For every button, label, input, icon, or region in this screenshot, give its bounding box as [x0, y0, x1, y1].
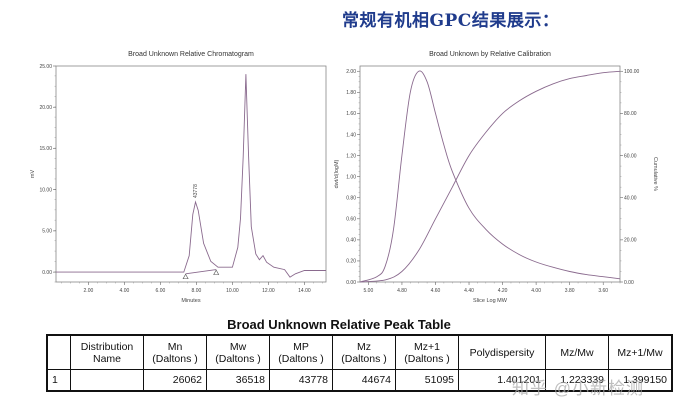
column-header: Distribution Name: [70, 334, 144, 370]
svg-text:4.40: 4.40: [464, 288, 474, 294]
svg-text:20.00: 20.00: [39, 105, 52, 111]
column-header: MP (Daltons ): [269, 334, 333, 370]
svg-text:0.00: 0.00: [624, 280, 634, 286]
chromatogram-chart: Broad Unknown Relative Chromatogram 2.00 4…: [20, 44, 330, 309]
triangle-marker-icon: [182, 273, 189, 280]
table-header-row: Distribution Name Mn (Daltons ) Mw (Daltons )…: [46, 334, 673, 370]
table-cell: 44674: [332, 369, 396, 392]
column-header: [46, 334, 71, 370]
table-cell: 43778: [269, 369, 333, 392]
series-line: [185, 269, 217, 275]
svg-text:2.00: 2.00: [84, 288, 94, 294]
column-header: Polydispersity: [458, 334, 546, 370]
column-header: Mn (Daltons ): [143, 334, 207, 370]
svg-text:3.60: 3.60: [598, 288, 608, 294]
column-header: Mz+1 (Daltons ): [395, 334, 459, 370]
watermark: 知乎 @小新检测: [512, 379, 644, 398]
peak-table-title: Broad Unknown Relative Peak Table: [227, 317, 451, 332]
svg-text:1.60: 1.60: [346, 111, 356, 117]
svg-text:Slice Log MW: Slice Log MW: [473, 298, 508, 304]
svg-text:1.00: 1.00: [346, 174, 356, 180]
svg-text:12.00: 12.00: [262, 288, 275, 294]
svg-text:4.60: 4.60: [431, 288, 441, 294]
svg-text:4.00: 4.00: [120, 288, 130, 294]
table-cell: [70, 369, 144, 392]
svg-text:0.40: 0.40: [346, 238, 356, 244]
column-header: Mz+1/Mw: [608, 334, 673, 370]
svg-text:mV: mV: [30, 170, 36, 179]
svg-text:6.00: 6.00: [156, 288, 166, 294]
svg-text:15.00: 15.00: [39, 146, 52, 152]
chart-title: Broad Unknown Relative Chromatogram: [128, 51, 254, 58]
svg-text:4.20: 4.20: [498, 288, 508, 294]
triangle-marker-icon: [213, 269, 220, 275]
column-header: Mz (Daltons ): [332, 334, 396, 370]
svg-text:80.00: 80.00: [624, 111, 637, 117]
series-line: [359, 70, 621, 283]
svg-text:100.00: 100.00: [624, 69, 640, 75]
svg-text:0.00: 0.00: [346, 280, 356, 286]
svg-text:40.00: 40.00: [624, 196, 637, 202]
column-header: Mz/Mw: [545, 334, 609, 370]
svg-text:10.00: 10.00: [226, 288, 239, 294]
svg-text:25.00: 25.00: [39, 64, 52, 70]
page-heading: 常规有机相GPC结果展示：: [342, 11, 560, 31]
table-row: 1 26062 36518 43778 44674 51095 1.401201 1.2233…: [46, 369, 673, 392]
svg-text:0.60: 0.60: [346, 217, 356, 223]
calibration-chart: Broad Unknown by Relative Calibration 5.0…: [330, 44, 675, 309]
table-cell: 1.401201: [458, 369, 546, 392]
table-body: 1 26062 36518 43778 44674 51095 1.401201 1.2233…: [46, 369, 673, 392]
svg-text:60.00: 60.00: [624, 153, 637, 159]
svg-text:20.00: 20.00: [624, 238, 637, 244]
svg-text:2.00: 2.00: [346, 69, 356, 75]
svg-text:4.00: 4.00: [531, 288, 541, 294]
svg-text:1.20: 1.20: [346, 153, 356, 159]
svg-text:14.00: 14.00: [298, 288, 311, 294]
table-cell: 1.223339: [545, 369, 609, 392]
series-line: [359, 70, 621, 283]
chart-title: Broad Unknown by Relative Calibration: [429, 51, 551, 58]
svg-text:10.00: 10.00: [39, 187, 52, 193]
peak-table: Distribution Name Mn (Daltons ) Mw (Daltons )…: [46, 334, 673, 392]
svg-text:Minutes: Minutes: [181, 298, 201, 304]
table-cell: 1.399150: [608, 369, 673, 392]
svg-text:4.80: 4.80: [397, 288, 407, 294]
svg-text:0.20: 0.20: [346, 259, 356, 265]
svg-text:8.00: 8.00: [192, 288, 202, 294]
series-line: [56, 74, 326, 278]
svg-text:Cumulative %: Cumulative %: [652, 157, 658, 191]
svg-text:1.40: 1.40: [346, 132, 356, 138]
svg-text:43778: 43778: [193, 184, 199, 198]
svg-text:5.00: 5.00: [42, 229, 52, 235]
svg-text:dwt/d(logM): dwt/d(logM): [334, 159, 340, 188]
table-cell: 36518: [206, 369, 270, 392]
svg-text:0.80: 0.80: [346, 196, 356, 202]
svg-text:1.80: 1.80: [346, 90, 356, 96]
table-cell: 51095: [395, 369, 459, 392]
svg-text:0.00: 0.00: [42, 270, 52, 276]
column-header: Mw (Daltons ): [206, 334, 270, 370]
table-cell: 1: [46, 369, 71, 392]
svg-text:3.80: 3.80: [565, 288, 575, 294]
svg-text:5.00: 5.00: [364, 288, 374, 294]
table-cell: 26062: [143, 369, 207, 392]
